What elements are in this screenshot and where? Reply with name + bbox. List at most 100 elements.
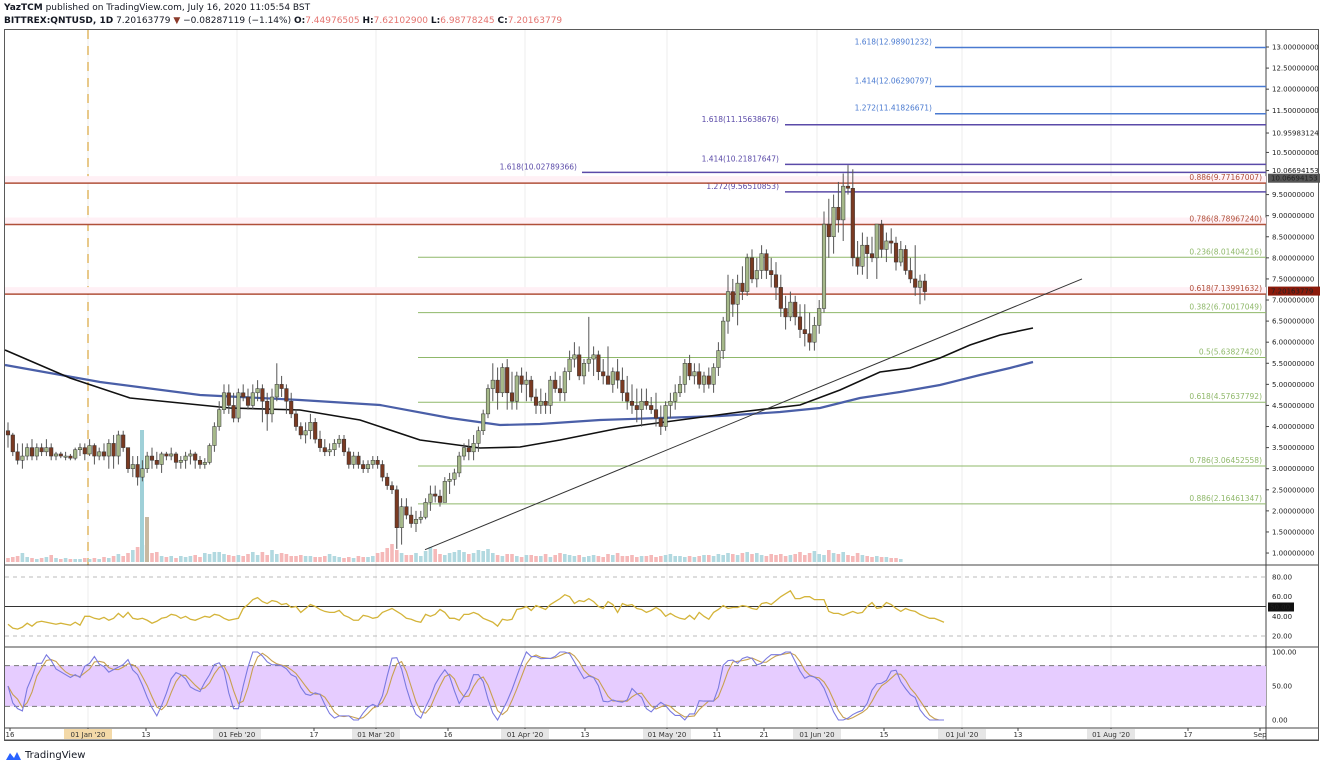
low-value: 6.98778245 <box>440 16 495 26</box>
svg-text:2.50000000: 2.50000000 <box>1272 486 1314 494</box>
time-axis-label: 01 May '20 <box>648 731 687 739</box>
time-axis-label: Sep <box>1253 731 1267 739</box>
svg-text:60.00: 60.00 <box>1272 593 1292 601</box>
time-axis-label: 13 <box>581 731 590 739</box>
chart-header: YazTCM published on TradingView.com, Jul… <box>4 2 562 28</box>
time-axis-label: 16 <box>444 731 453 739</box>
svg-text:2.00000000: 2.00000000 <box>1272 507 1314 515</box>
svg-text:80.00: 80.00 <box>1272 574 1292 582</box>
close-label: C: <box>497 16 508 26</box>
svg-text:13.00000000: 13.00000000 <box>1272 44 1319 52</box>
svg-text:1.00000000: 1.00000000 <box>1272 550 1314 558</box>
svg-text:10.06694153: 10.06694153 <box>1272 167 1319 175</box>
svg-text:20.00: 20.00 <box>1272 633 1292 641</box>
last-price: 7.20163779 <box>116 16 171 26</box>
time-axis-label: 13 <box>1014 731 1023 739</box>
time-axis-label: 01 Mar '20 <box>357 731 394 739</box>
svg-text:10.06694153: 10.06694153 <box>1271 175 1318 183</box>
time-axis-label: 17 <box>310 731 319 739</box>
rsi-pane: 80.00 60.00 40.00 20.00 50.00 <box>5 574 1294 641</box>
fib-level-label: 1.618(12.98901232) <box>855 37 932 46</box>
symbol-line: BITTREX:QNTUSD, 1D 7.20163779 ▼ −0.08287… <box>4 15 562 28</box>
svg-text:11.50000000: 11.50000000 <box>1272 107 1319 115</box>
high-value: 7.62102900 <box>373 16 429 26</box>
svg-text:50.00: 50.00 <box>1270 604 1290 612</box>
time-axis-label: 21 <box>760 731 769 739</box>
svg-text:0.00: 0.00 <box>1272 717 1288 725</box>
svg-text:50.00: 50.00 <box>1272 683 1292 691</box>
svg-text:7.50000000: 7.50000000 <box>1272 275 1314 283</box>
svg-text:100.00: 100.00 <box>1272 649 1297 657</box>
fib-level-label: 1.272(9.56510853) <box>706 182 779 191</box>
fib-level-label: 1.618(11.15638676) <box>702 115 779 124</box>
fib-level-label: 0.886(9.77167007) <box>1189 173 1262 182</box>
time-axis-label: 01 Jul '20 <box>946 731 979 739</box>
svg-text:40.00: 40.00 <box>1272 613 1292 621</box>
symbol-label: BITTREX:QNTUSD, 1D <box>4 16 114 26</box>
fib-level-label: 0.236(8.01404216) <box>1189 247 1262 256</box>
svg-text:3.00000000: 3.00000000 <box>1272 465 1314 473</box>
fib-level-label: 0.618(7.13991632) <box>1189 284 1262 293</box>
fib-level-label: 0.886(2.16461347) <box>1189 494 1262 503</box>
high-label: H: <box>362 16 374 26</box>
svg-text:1.50000000: 1.50000000 <box>1272 528 1314 536</box>
fib-level-label: 0.382(6.70017049) <box>1189 303 1262 312</box>
time-axis-label: 01 Jun '20 <box>799 731 834 739</box>
tradingview-logo[interactable]: TradingView <box>4 750 85 761</box>
moving-averages <box>4 327 1034 449</box>
svg-text:8.50000000: 8.50000000 <box>1272 233 1314 241</box>
time-axis-label: 01 Feb '20 <box>219 731 256 739</box>
svg-text:9.50000000: 9.50000000 <box>1272 191 1314 199</box>
down-arrow-icon: ▼ <box>173 16 181 26</box>
fib-level-label: 1.272(11.41826671) <box>855 104 932 113</box>
open-label: O: <box>293 16 306 26</box>
low-label: L: <box>430 16 441 26</box>
trendline[interactable] <box>424 278 1083 551</box>
svg-text:4.50000000: 4.50000000 <box>1272 402 1314 410</box>
candlesticks <box>5 165 927 549</box>
time-axis-label: 01 Aug '20 <box>1092 731 1130 739</box>
tradingview-cloud-icon <box>6 752 21 760</box>
time-axis-label: 01 Apr '20 <box>507 731 543 739</box>
open-value: 7.44976505 <box>305 16 360 26</box>
svg-text:12.00000000: 12.00000000 <box>1272 86 1319 94</box>
price-axis[interactable]: 13.00000000 12.50000000 12.00000000 11.5000… <box>1266 44 1320 558</box>
svg-text:7.20163779: 7.20163779 <box>1271 288 1313 296</box>
fib-level-label: 0.786(3.06452558) <box>1189 456 1262 465</box>
fibonacci-levels: 1.618(12.98901232) 1.414(12.06290797) 1.27… <box>5 37 1266 505</box>
brand-label: TradingView <box>25 750 86 761</box>
svg-text:12.50000000: 12.50000000 <box>1272 65 1319 73</box>
close-value: 7.20163779 <box>507 16 563 26</box>
publisher-line: YazTCM published on TradingView.com, Jul… <box>4 2 562 15</box>
time-axis[interactable]: 16 01 Jan '20 13 01 Feb '20 17 01 Mar '20 16 01… <box>5 728 1318 741</box>
fib-level-label: 0.618(4.57637792) <box>1189 392 1262 401</box>
time-axis-label: 16 <box>6 731 15 739</box>
volume-bars <box>6 430 903 562</box>
time-axis-label: 17 <box>1184 731 1193 739</box>
fib-level-label: 1.414(10.21817647) <box>702 154 779 163</box>
stoch-rsi-pane: 100.00 50.00 0.00 <box>5 649 1297 725</box>
svg-text:7.00000000: 7.00000000 <box>1272 297 1314 305</box>
publisher-name[interactable]: YazTCM <box>4 3 43 13</box>
fib-level-label: 1.414(12.06290797) <box>855 77 932 86</box>
published-text: published on TradingView.com, July 16, 2… <box>45 3 311 13</box>
fib-level-label: 0.5(5.63827420) <box>1199 347 1262 356</box>
time-axis-label: 15 <box>880 731 889 739</box>
svg-text:9.00000000: 9.00000000 <box>1272 212 1314 220</box>
fib-level-label: 0.786(8.78967240) <box>1189 215 1262 224</box>
svg-text:4.00000000: 4.00000000 <box>1272 423 1314 431</box>
svg-text:3.50000000: 3.50000000 <box>1272 444 1314 452</box>
svg-text:5.50000000: 5.50000000 <box>1272 360 1314 368</box>
svg-text:10.95983124: 10.95983124 <box>1272 130 1319 138</box>
time-axis-label: 11 <box>713 731 722 739</box>
price-change: −0.08287119 (−1.14%) <box>183 16 292 26</box>
time-axis-label: 13 <box>142 731 151 739</box>
time-axis-label: 01 Jan '20 <box>71 731 106 739</box>
svg-text:5.00000000: 5.00000000 <box>1272 381 1314 389</box>
svg-text:6.00000000: 6.00000000 <box>1272 339 1314 347</box>
fib-level-label: 1.618(10.02789366) <box>500 162 577 171</box>
svg-text:10.50000000: 10.50000000 <box>1272 149 1319 157</box>
svg-text:8.00000000: 8.00000000 <box>1272 254 1314 262</box>
grid-lines <box>5 30 1318 740</box>
